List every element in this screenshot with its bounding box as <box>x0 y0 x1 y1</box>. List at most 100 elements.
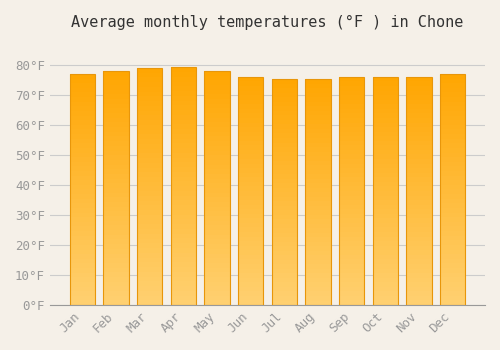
Bar <box>238 268 263 273</box>
Bar <box>406 100 432 104</box>
Bar <box>440 125 465 130</box>
Bar <box>137 201 162 205</box>
Bar <box>204 253 230 258</box>
Bar <box>70 222 95 226</box>
Bar <box>238 163 263 168</box>
Bar <box>339 223 364 228</box>
Bar <box>170 134 196 139</box>
Bar <box>306 215 330 219</box>
Bar <box>306 197 330 201</box>
Bar <box>406 145 432 150</box>
Bar <box>306 292 330 296</box>
Bar <box>70 120 95 125</box>
Bar <box>339 109 364 113</box>
Bar <box>339 296 364 300</box>
Bar <box>170 276 196 281</box>
Bar <box>104 183 128 188</box>
Bar <box>170 181 196 186</box>
Bar <box>372 200 398 205</box>
Bar <box>372 264 398 268</box>
Bar <box>137 87 162 92</box>
Bar <box>238 264 263 268</box>
Bar <box>204 211 230 216</box>
Bar <box>137 234 162 239</box>
Bar <box>372 205 398 209</box>
Bar <box>440 102 465 106</box>
Bar <box>137 229 162 234</box>
Bar <box>204 122 230 127</box>
Bar <box>170 272 196 276</box>
Bar <box>406 228 432 232</box>
Bar <box>70 240 95 245</box>
Bar <box>372 95 398 100</box>
Bar <box>70 199 95 203</box>
Bar <box>104 244 128 249</box>
Bar <box>406 95 432 100</box>
Bar <box>70 236 95 240</box>
Bar <box>238 241 263 246</box>
Bar <box>170 300 196 305</box>
Bar <box>104 230 128 235</box>
Bar <box>137 92 162 96</box>
Bar <box>306 273 330 278</box>
Bar <box>170 91 196 96</box>
Bar <box>170 77 196 82</box>
Bar <box>339 218 364 223</box>
Bar <box>272 129 297 133</box>
Bar <box>238 278 263 282</box>
Bar <box>104 150 128 155</box>
Bar <box>339 145 364 150</box>
Bar <box>238 187 263 191</box>
Bar <box>204 108 230 113</box>
Bar <box>104 122 128 127</box>
Bar <box>339 95 364 100</box>
Bar <box>440 180 465 185</box>
Bar <box>70 282 95 287</box>
Bar <box>306 79 330 84</box>
Bar <box>406 214 432 218</box>
Bar <box>339 228 364 232</box>
Bar <box>372 300 398 305</box>
Bar <box>372 278 398 282</box>
Bar <box>70 254 95 259</box>
Bar <box>440 143 465 148</box>
Bar <box>372 136 398 141</box>
Bar <box>306 120 330 125</box>
Bar <box>339 122 364 127</box>
Bar <box>204 249 230 253</box>
Bar <box>272 174 297 178</box>
Bar <box>137 68 162 73</box>
Bar <box>170 191 196 196</box>
Bar <box>170 286 196 291</box>
Bar <box>440 212 465 217</box>
Bar <box>170 258 196 262</box>
Bar <box>204 76 230 80</box>
Bar <box>306 287 330 292</box>
Bar <box>272 79 297 84</box>
Bar <box>306 170 330 174</box>
Bar <box>440 254 465 259</box>
Bar <box>204 183 230 188</box>
Bar <box>406 187 432 191</box>
Bar <box>238 82 263 86</box>
Bar <box>170 144 196 148</box>
Bar <box>238 113 263 118</box>
Bar <box>70 78 95 83</box>
Bar <box>440 245 465 250</box>
Bar <box>137 291 162 295</box>
Bar <box>339 163 364 168</box>
Bar <box>70 157 95 162</box>
Bar <box>137 262 162 267</box>
Bar <box>70 291 95 296</box>
Bar <box>372 109 398 113</box>
Bar <box>104 249 128 253</box>
Bar <box>406 86 432 91</box>
Bar <box>339 200 364 205</box>
Bar <box>204 263 230 268</box>
Bar <box>104 164 128 169</box>
Bar <box>137 139 162 144</box>
Bar <box>238 132 263 136</box>
Bar <box>440 208 465 212</box>
Bar <box>170 177 196 181</box>
Bar <box>70 250 95 254</box>
